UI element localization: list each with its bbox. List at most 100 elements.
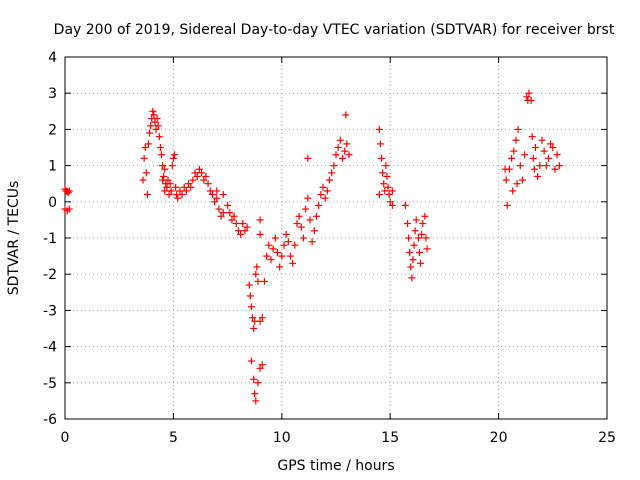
- data-point: [230, 212, 238, 220]
- y-tick-label: 2: [48, 122, 57, 138]
- y-tick-label: 4: [48, 50, 57, 66]
- data-point: [154, 122, 162, 130]
- data-point: [542, 162, 550, 170]
- data-point: [538, 136, 546, 144]
- data-point: [260, 277, 268, 285]
- data-point: [551, 165, 559, 173]
- data-point: [508, 154, 516, 162]
- data-point: [143, 191, 151, 199]
- data-point: [375, 191, 383, 199]
- data-point: [386, 198, 394, 206]
- data-point: [256, 216, 264, 224]
- data-point: [165, 191, 173, 199]
- data-point: [528, 133, 536, 141]
- data-point: [246, 292, 254, 300]
- data-point: [245, 281, 253, 289]
- data-point: [178, 191, 186, 199]
- data-point: [237, 230, 245, 238]
- data-point: [250, 325, 258, 332]
- data-point: [297, 223, 305, 231]
- data-point: [334, 144, 342, 151]
- grid-lines: [65, 57, 607, 419]
- data-point: [146, 129, 154, 137]
- data-point: [169, 154, 177, 162]
- data-point: [286, 252, 294, 260]
- data-point: [159, 162, 167, 170]
- data-point: [247, 357, 255, 365]
- data-point: [408, 274, 416, 282]
- data-point: [401, 201, 409, 209]
- x-tick-label: 25: [598, 430, 616, 446]
- data-point: [247, 303, 255, 311]
- chart-title: Day 200 of 2019, Sidereal Day-to-day VTE…: [54, 22, 615, 38]
- data-point: [540, 147, 548, 155]
- data-point: [380, 180, 388, 188]
- data-point: [204, 180, 212, 188]
- y-tick-label: 0: [48, 195, 57, 211]
- data-point: [161, 187, 169, 195]
- data-point: [160, 172, 168, 180]
- data-point: [251, 390, 259, 398]
- data-point: [306, 216, 314, 224]
- data-point: [385, 191, 393, 199]
- y-tick-label: -4: [43, 340, 57, 356]
- data-point: [323, 187, 331, 195]
- data-point: [198, 169, 206, 177]
- data-point: [407, 263, 415, 271]
- data-point: [412, 216, 420, 224]
- data-point: [555, 162, 563, 170]
- data-point: [523, 93, 531, 101]
- data-point: [164, 176, 172, 184]
- data-point: [163, 183, 171, 191]
- data-point: [544, 154, 552, 162]
- data-point: [174, 194, 182, 202]
- data-point: [206, 187, 214, 195]
- data-point: [254, 277, 262, 285]
- data-point: [330, 162, 338, 170]
- data-point: [304, 154, 312, 162]
- data-point: [256, 364, 264, 372]
- data-point: [256, 230, 264, 238]
- data-point: [383, 172, 391, 180]
- data-point: [512, 136, 520, 144]
- data-point: [345, 151, 353, 159]
- data-point: [253, 263, 261, 271]
- data-point: [376, 140, 384, 148]
- data-point: [419, 220, 427, 228]
- data-point: [208, 191, 216, 199]
- data-point: [505, 165, 513, 173]
- y-tick-label: -5: [43, 376, 57, 392]
- data-point: [525, 89, 533, 97]
- data-point: [187, 183, 195, 191]
- data-point: [536, 162, 544, 170]
- data-point: [409, 256, 417, 264]
- data-point: [224, 201, 232, 209]
- data-point: [273, 248, 281, 256]
- data-point: [549, 144, 557, 151]
- data-point: [276, 263, 284, 271]
- data-point: [302, 205, 310, 213]
- data-point: [252, 397, 260, 405]
- data-point: [319, 183, 327, 191]
- data-point: [388, 201, 396, 209]
- data-point: [185, 180, 193, 188]
- data-point: [250, 375, 258, 383]
- data-point: [553, 151, 561, 159]
- data-point: [213, 187, 221, 195]
- data-point: [328, 169, 336, 177]
- data-point: [153, 115, 161, 123]
- y-tick-label: 1: [48, 159, 57, 175]
- data-point: [282, 230, 290, 238]
- data-point: [217, 212, 225, 220]
- data-point: [149, 107, 157, 115]
- data-point: [339, 154, 347, 162]
- data-point: [308, 238, 316, 246]
- data-point: [170, 151, 178, 159]
- x-tick-label: 10: [273, 430, 291, 446]
- data-point: [514, 125, 522, 133]
- data-point: [147, 122, 155, 130]
- data-point: [193, 172, 201, 180]
- data-point: [388, 187, 396, 195]
- data-point: [155, 133, 163, 141]
